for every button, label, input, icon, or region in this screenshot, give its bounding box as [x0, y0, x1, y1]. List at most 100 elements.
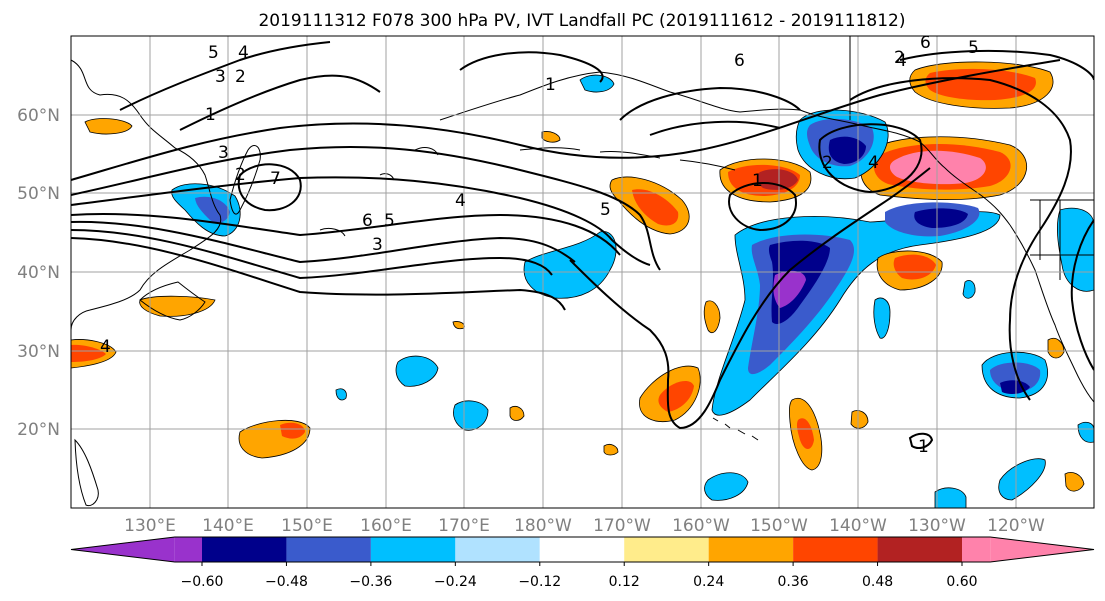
- negative-anomaly-blob-4: [704, 472, 749, 501]
- pv-contour-north-4: [619, 86, 801, 121]
- positive-anomaly-blob-d: [1047, 337, 1065, 359]
- pv-contour-north-5: [649, 120, 781, 136]
- negative-anomaly-blob-2: [453, 400, 489, 431]
- contour-label: 4: [868, 153, 879, 173]
- negative-anomaly-blob-10: [335, 388, 347, 401]
- contour-label: 2: [822, 153, 833, 173]
- pv-contours: [71, 41, 1094, 449]
- figure-title: 2019111312 F078 300 hPa PV, IVT Landfall…: [258, 11, 905, 31]
- pv-contour-east-2: [899, 49, 1094, 81]
- contour-label: 6: [362, 211, 373, 231]
- colorbar-cell: [455, 537, 540, 562]
- colorbar-tick-label: 0.12: [609, 574, 640, 590]
- lon-label: 150°W: [750, 516, 808, 536]
- contour-label: 4: [896, 51, 907, 71]
- contour-label: 6: [920, 33, 931, 53]
- japan-coast: [139, 281, 206, 321]
- positive-anomaly-nw: [84, 118, 133, 135]
- negative-anomaly-blob-3: [873, 297, 891, 339]
- pv-contour-jet-4: [71, 213, 621, 256]
- pv-contour-north-3: [459, 51, 604, 83]
- map-panel: 5 4 3 2 1 1 3 2 7 6 5 4 3 5 6 2 1 4 2 4: [70, 33, 1095, 509]
- contour-label: 3: [215, 67, 226, 87]
- contour-label: 4: [238, 43, 249, 63]
- pv-contour-small-1: [908, 432, 934, 449]
- kamchatka-coast: [229, 145, 261, 215]
- positive-anomaly-left-edge-core: [71, 344, 106, 362]
- colorbar-outline: [70, 536, 1095, 563]
- colorbar-cell: [174, 537, 202, 562]
- negative-anomaly-uswest: [1056, 207, 1094, 292]
- lon-label: 170°W: [593, 516, 651, 536]
- colorbar-tick-label: 0.48: [862, 574, 893, 590]
- pv-contour-trough: [569, 167, 931, 430]
- negative-anomaly-east-core: [914, 208, 968, 228]
- colorbar-cell: [624, 537, 709, 562]
- lat-label: 40°N: [17, 263, 60, 283]
- pv-contour-jet-3: [71, 176, 651, 266]
- pv-contour-north-2: [179, 74, 381, 131]
- map-frame: [70, 35, 1095, 509]
- negative-anomaly-japan-core: [195, 196, 230, 223]
- contour-label: 6: [734, 51, 745, 71]
- latitude-labels: 60°N 50°N 40°N 30°N 20°N: [17, 106, 60, 440]
- contour-label: 2: [235, 67, 246, 87]
- positive-anomaly-west-core: [280, 422, 305, 439]
- positive-anomaly-blob-a: [703, 300, 721, 334]
- pv-contour-closed-low: [237, 163, 302, 212]
- negative-anomaly-blob-6: [998, 458, 1046, 501]
- negative-anomaly-blob-7: [1077, 421, 1094, 443]
- lon-label: 160°W: [672, 516, 730, 536]
- pv-contour-east-3: [1070, 219, 1094, 371]
- colorbar-tick-label: 0.24: [693, 574, 724, 590]
- colorbar-tick-label: 0.36: [778, 574, 809, 590]
- colorbar-cell: [71, 537, 175, 562]
- positive-anomaly-ne-hawaii-core: [893, 254, 936, 280]
- colorbar-tick-label: −0.24: [434, 574, 477, 590]
- colorbar-cell: [708, 537, 794, 562]
- longitude-labels: 130°E 140°E 150°E 160°E 170°E 180°W 170°…: [124, 516, 1045, 536]
- contour-label: 1: [205, 105, 216, 125]
- lon-label: 140°W: [829, 516, 887, 536]
- contour-label: 5: [968, 38, 979, 58]
- contour-labels: 5 4 3 2 1 1 3 2 7 6 5 4 3 5 6 2 1 4 2 4: [100, 33, 979, 457]
- negative-anomaly-blob-1: [395, 355, 439, 387]
- colorbar-tick-label: −0.48: [265, 574, 308, 590]
- contour-label: 4: [100, 337, 111, 357]
- negative-anomaly-blob-8: [579, 74, 615, 93]
- pv-contour-closed-low-2: [728, 182, 797, 232]
- colorbar-cell: [877, 537, 962, 562]
- colorbar-cell: [990, 537, 1094, 562]
- contour-label: 5: [384, 211, 395, 231]
- lon-label: 150°E: [281, 516, 333, 536]
- ivt-shading: [71, 61, 1094, 508]
- lon-label: 180°W: [514, 516, 572, 536]
- positive-anomaly-southcentral-core: [796, 418, 814, 449]
- contour-label: 5: [600, 200, 611, 220]
- taiwan-philippines-coast: [74, 438, 99, 507]
- colorbar-cell: [286, 537, 371, 562]
- lat-label: 50°N: [17, 184, 60, 204]
- negative-anomaly-blob-9: [962, 280, 976, 299]
- contour-label: 3: [372, 235, 383, 255]
- lon-label: 140°E: [202, 516, 254, 536]
- colorbar-tick-label: −0.12: [518, 574, 561, 590]
- lat-label: 60°N: [17, 106, 60, 126]
- pv-contour-jet-2: [71, 145, 661, 271]
- colorbar-cell: [202, 537, 287, 562]
- lat-label: 30°N: [17, 342, 60, 362]
- colorbar-cell: [793, 537, 878, 562]
- negative-anomaly-blob-5: [934, 487, 967, 508]
- pv-contour-jet-5: [71, 220, 576, 264]
- pv-contour-north-1: [119, 41, 331, 111]
- contour-label: 2: [235, 165, 246, 185]
- colorbar-tick-label: 0.60: [946, 574, 977, 590]
- positive-anomaly-bc-peak: [889, 150, 986, 185]
- contour-label: 5: [208, 43, 219, 63]
- contour-label: 3: [218, 143, 229, 163]
- colorbar-tick-label: −0.36: [349, 574, 392, 590]
- colorbar-cell: [370, 537, 456, 562]
- positive-anomaly-blob-e: [1064, 472, 1085, 492]
- lon-label: 130°W: [908, 516, 966, 536]
- pv-contour-gulf-low: [818, 123, 923, 194]
